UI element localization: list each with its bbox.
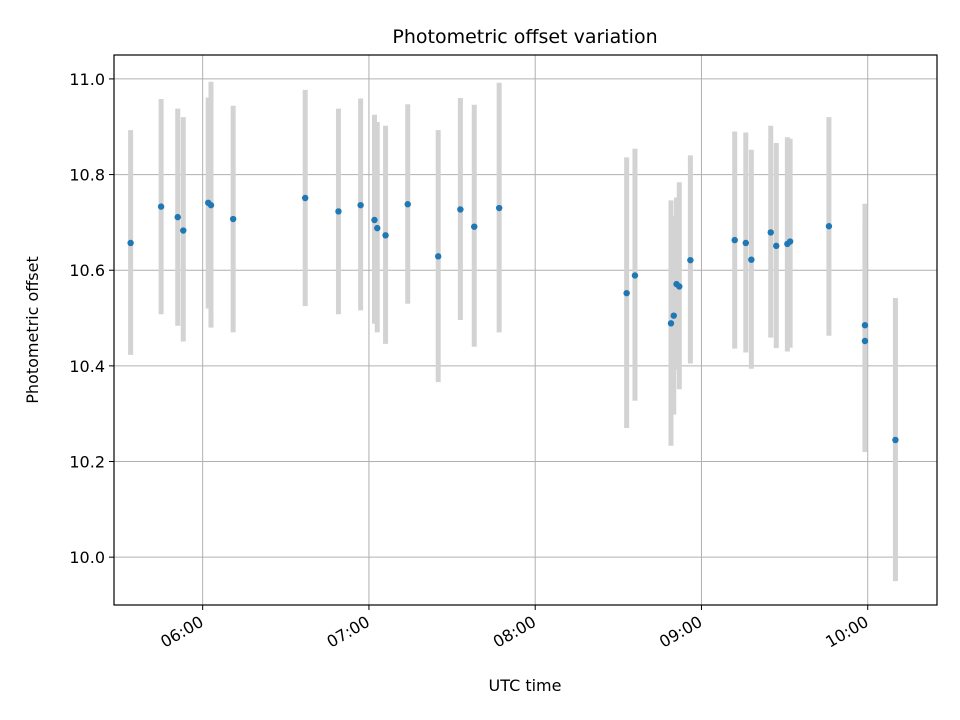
y-tick-label: 10.8 [69, 166, 105, 185]
data-point [892, 436, 899, 444]
data-point [157, 203, 165, 210]
data-point [670, 312, 677, 319]
data-point [457, 206, 464, 213]
data-point [495, 204, 503, 212]
data-point [335, 208, 342, 215]
data-point [742, 239, 749, 247]
grid-layer [114, 55, 937, 605]
y-tick-label: 11.0 [69, 70, 105, 89]
y-axis-title: Photometric offset [23, 256, 42, 404]
data-point [127, 239, 134, 247]
data-point [676, 283, 683, 290]
y-tick-label: 10.2 [69, 453, 105, 472]
data-point [786, 238, 794, 245]
data-point [748, 256, 755, 263]
data-point [302, 194, 309, 202]
data-point [861, 322, 869, 329]
chart-title: Photometric offset variation [392, 26, 657, 48]
data-point [174, 213, 181, 221]
data-point [382, 232, 389, 239]
data-point [687, 256, 694, 264]
y-tick-label: 10.0 [69, 548, 105, 567]
data-point [667, 320, 675, 327]
data-point [767, 229, 774, 236]
data-point [631, 272, 639, 279]
data-point [371, 216, 378, 224]
data-point [207, 201, 215, 209]
data-point [471, 223, 478, 230]
data-point [731, 236, 738, 244]
data-point [825, 223, 833, 230]
x-axis-title: UTC time [489, 676, 562, 695]
plot-frame [113, 54, 938, 606]
data-point [357, 201, 364, 209]
y-tick-label: 10.6 [69, 261, 105, 280]
data-point [229, 215, 237, 223]
data-point [861, 337, 869, 345]
data-point [435, 253, 442, 260]
y-tick-label: 10.4 [69, 357, 105, 376]
data-point [623, 289, 630, 297]
data-point [404, 201, 411, 208]
point-layer [127, 194, 899, 444]
data-point [180, 227, 187, 234]
data-point [374, 224, 381, 232]
data-point [773, 242, 780, 250]
